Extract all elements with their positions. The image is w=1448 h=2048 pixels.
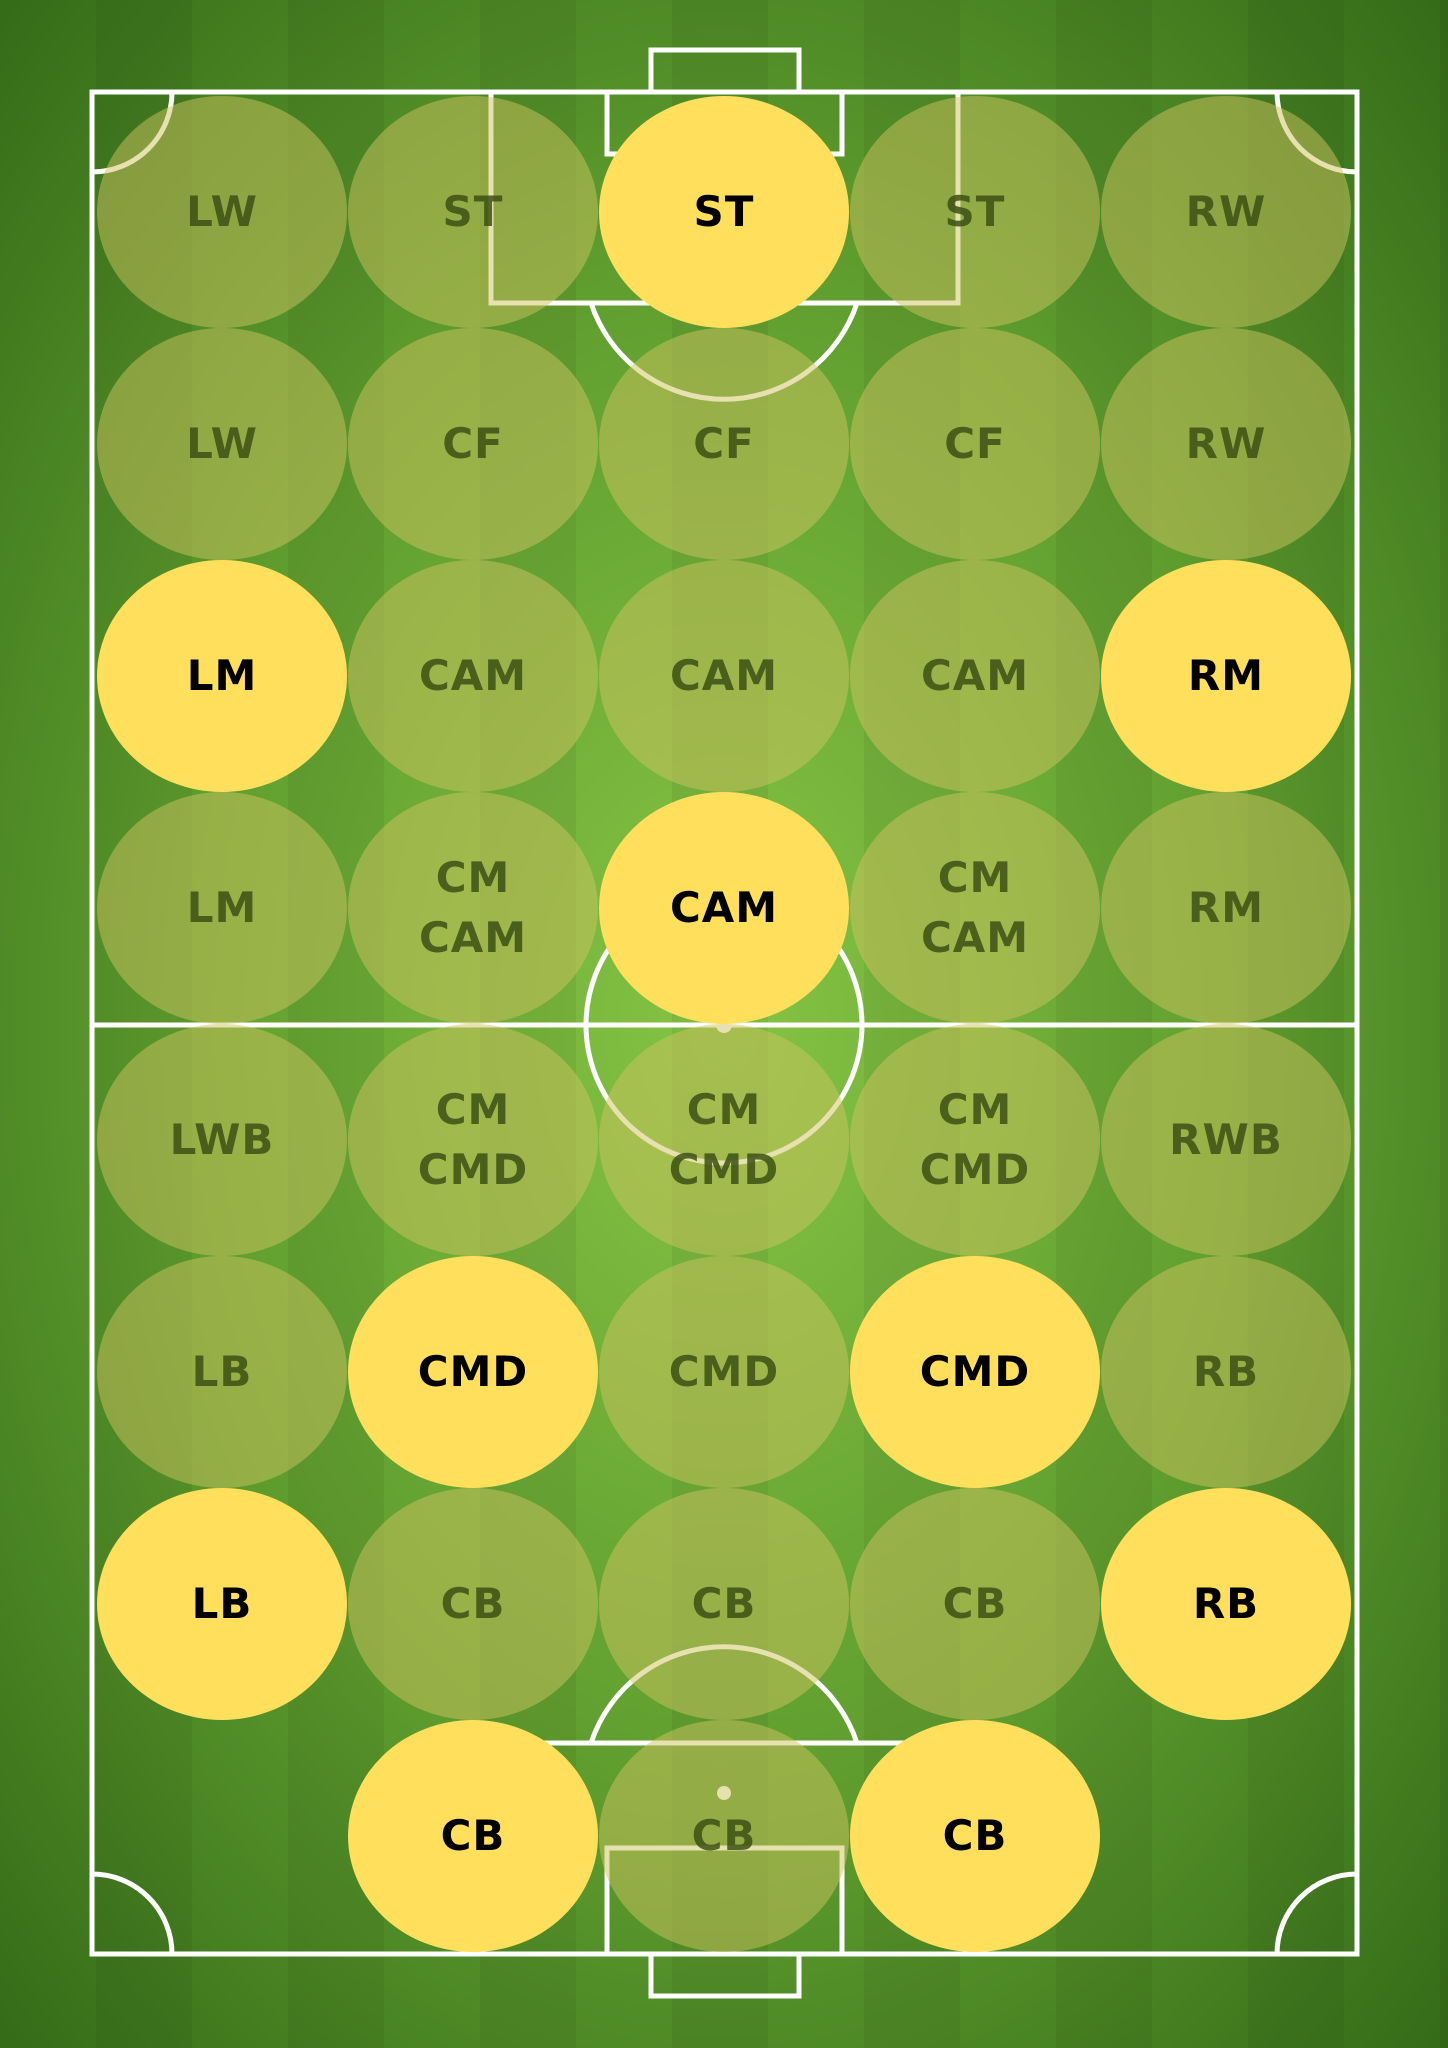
position-bubble-rw[interactable]: RW xyxy=(1101,328,1351,560)
position-label: ST xyxy=(693,187,755,236)
position-label: CF xyxy=(693,419,755,468)
position-bubble-cb[interactable]: CB xyxy=(850,1488,1100,1720)
grass-stripe xyxy=(1440,0,1448,2048)
position-label: CAM xyxy=(669,651,779,700)
position-bubble-cf[interactable]: CF xyxy=(850,328,1100,560)
corner-arc-bottom-left xyxy=(91,1871,175,1955)
position-bubble-st[interactable]: ST xyxy=(599,96,849,328)
position-bubble-rm[interactable]: RM xyxy=(1101,560,1351,792)
position-label: ST xyxy=(944,187,1006,236)
position-bubble-cf[interactable]: CF xyxy=(348,328,598,560)
position-bubble-cm-cmd[interactable]: CM CMD xyxy=(348,1024,598,1256)
position-label: CF xyxy=(944,419,1006,468)
position-label: LB xyxy=(191,1347,253,1396)
position-bubble-st[interactable]: ST xyxy=(850,96,1100,328)
position-label: CMD xyxy=(919,1347,1031,1396)
position-bubble-cmd[interactable]: CMD xyxy=(348,1256,598,1488)
position-label: CAM xyxy=(418,913,528,962)
position-bubble-rm[interactable]: RM xyxy=(1101,792,1351,1024)
position-bubble-lwb[interactable]: LWB xyxy=(97,1024,347,1256)
position-label: RW xyxy=(1185,419,1267,468)
position-bubble-cb[interactable]: CB xyxy=(850,1720,1100,1952)
position-label: LW xyxy=(186,419,258,468)
position-bubble-cb[interactable]: CB xyxy=(599,1488,849,1720)
position-bubble-lb[interactable]: LB xyxy=(97,1488,347,1720)
position-label: CF xyxy=(442,419,504,468)
position-bubble-cm-cmd[interactable]: CM CMD xyxy=(850,1024,1100,1256)
position-label: CMD xyxy=(668,1347,780,1396)
position-label: LWB xyxy=(169,1115,275,1164)
corner-arc-bottom-right xyxy=(1274,1871,1358,1955)
position-bubble-cm-cam[interactable]: CM CAM xyxy=(348,792,598,1024)
position-label: CMD xyxy=(417,1347,529,1396)
position-label: CM xyxy=(937,1085,1013,1134)
position-bubble-st[interactable]: ST xyxy=(348,96,598,328)
position-label: RB xyxy=(1192,1579,1260,1628)
position-bubble-lm[interactable]: LM xyxy=(97,792,347,1024)
position-label: CB xyxy=(691,1811,757,1860)
position-label: RM xyxy=(1187,883,1265,932)
position-bubble-cam[interactable]: CAM xyxy=(599,792,849,1024)
position-label: CM xyxy=(435,853,511,902)
position-label: LM xyxy=(186,883,258,932)
position-label: CMD xyxy=(417,1145,529,1194)
position-label: CB xyxy=(691,1579,757,1628)
position-bubble-lw[interactable]: LW xyxy=(97,96,347,328)
position-bubble-lb[interactable]: LB xyxy=(97,1256,347,1488)
position-label: RW xyxy=(1185,187,1267,236)
position-bubble-cf[interactable]: CF xyxy=(599,328,849,560)
position-label: CMD xyxy=(668,1145,780,1194)
position-label: CM xyxy=(435,1085,511,1134)
position-bubble-lw[interactable]: LW xyxy=(97,328,347,560)
position-label: RM xyxy=(1187,651,1265,700)
position-label: CM xyxy=(686,1085,762,1134)
position-bubble-rwb[interactable]: RWB xyxy=(1101,1024,1351,1256)
position-label: LB xyxy=(191,1579,253,1628)
position-bubble-cm-cam[interactable]: CM CAM xyxy=(850,792,1100,1024)
position-label: CB xyxy=(440,1579,506,1628)
position-bubble-rb[interactable]: RB xyxy=(1101,1488,1351,1720)
position-bubble-cmd[interactable]: CMD xyxy=(850,1256,1100,1488)
position-bubble-rb[interactable]: RB xyxy=(1101,1256,1351,1488)
position-label: CMD xyxy=(919,1145,1031,1194)
position-label: CAM xyxy=(920,913,1030,962)
position-label: CM xyxy=(937,853,1013,902)
position-bubble-cm-cmd[interactable]: CM CMD xyxy=(599,1024,849,1256)
position-label: CAM xyxy=(669,883,779,932)
position-label: RWB xyxy=(1169,1115,1283,1164)
position-bubble-cb[interactable]: CB xyxy=(599,1720,849,1952)
position-label: RB xyxy=(1192,1347,1260,1396)
position-label: CB xyxy=(440,1811,506,1860)
position-label: LM xyxy=(186,651,258,700)
position-label: LW xyxy=(186,187,258,236)
position-bubble-cam[interactable]: CAM xyxy=(599,560,849,792)
position-bubble-lm[interactable]: LM xyxy=(97,560,347,792)
position-label: CB xyxy=(942,1811,1008,1860)
position-bubble-rw[interactable]: RW xyxy=(1101,96,1351,328)
position-bubble-cb[interactable]: CB xyxy=(348,1488,598,1720)
position-bubble-cb[interactable]: CB xyxy=(348,1720,598,1952)
position-label: CB xyxy=(942,1579,1008,1628)
position-label: ST xyxy=(442,187,504,236)
position-label: CAM xyxy=(920,651,1030,700)
position-bubble-cmd[interactable]: CMD xyxy=(599,1256,849,1488)
position-bubble-cam[interactable]: CAM xyxy=(348,560,598,792)
position-label: CAM xyxy=(418,651,528,700)
position-bubble-cam[interactable]: CAM xyxy=(850,560,1100,792)
